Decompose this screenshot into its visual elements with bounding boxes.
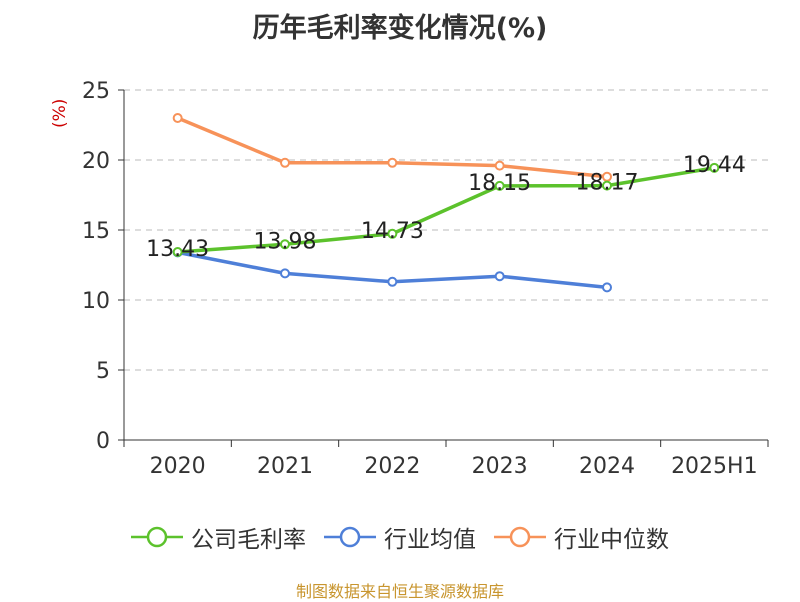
data-point [602, 282, 612, 293]
x-tick-label: 2021 [257, 454, 313, 479]
data-point [172, 246, 183, 257]
legend-item[interactable]: 行业中位数 [494, 520, 669, 554]
legend: 公司毛利率 行业均值 行业中位数 [0, 520, 800, 554]
data-point [387, 276, 398, 287]
data-label: 18.17 [576, 171, 639, 196]
x-tick-label: 2022 [364, 454, 420, 479]
y-tick-label: 0 [96, 429, 110, 454]
y-tick-label: 15 [82, 219, 110, 244]
y-tick-label: 5 [96, 359, 110, 384]
legend-marker-icon [494, 526, 546, 548]
y-tick-label: 25 [82, 79, 110, 104]
x-tick-label: 2020 [150, 454, 206, 479]
y-tick-label: 10 [82, 289, 110, 314]
legend-item[interactable]: 行业均值 [324, 520, 476, 554]
data-point [280, 268, 290, 279]
data-point [494, 271, 505, 282]
data-label: 19.44 [683, 153, 746, 178]
x-tick-label: 2024 [579, 454, 635, 479]
series-lines [176, 116, 715, 290]
chart-title: 历年毛利率变化情况(%) [252, 13, 548, 44]
data-point [602, 180, 612, 191]
tick-labels: 0 5 10 15 20 25 2020 2021 2022 2023 2024 2025H1 [82, 79, 758, 479]
data-point [494, 160, 505, 171]
y-tick-label: 20 [82, 149, 110, 174]
series-points [172, 113, 720, 293]
x-tick-label: 2025H1 [671, 454, 758, 479]
data-point [172, 113, 183, 123]
legend-item[interactable]: 公司毛利率 [131, 520, 306, 554]
data-point [494, 180, 505, 191]
legend-label: 行业均值 [384, 527, 476, 553]
legend-label: 公司毛利率 [191, 527, 306, 553]
series-line-0 [177, 166, 715, 254]
y-axis-unit-label: (%) [50, 98, 70, 128]
data-point [280, 157, 290, 168]
legend-circle [146, 526, 168, 548]
data-label: 18.15 [468, 171, 531, 196]
legend-marker-icon [131, 526, 183, 548]
data-point [709, 162, 720, 173]
x-tick-label: 2023 [472, 454, 528, 479]
data-labels: 13.43 13.98 14.73 18.15 18.17 19.44 [146, 153, 746, 262]
legend-circle [509, 526, 531, 548]
data-point [387, 228, 398, 239]
legend-label: 行业中位数 [554, 527, 669, 553]
data-point [280, 239, 290, 250]
data-point [387, 157, 398, 168]
data-label: 13.43 [146, 237, 209, 262]
legend-circle [339, 526, 361, 548]
grid-lines [124, 89, 768, 371]
axes [118, 89, 769, 447]
data-label: 14.73 [361, 219, 424, 244]
data-source-note: 制图数据来自恒生聚源数据库 [295, 582, 504, 601]
data-label: 13.98 [254, 229, 317, 254]
series-line-2 [176, 116, 608, 179]
legend-marker-icon [324, 526, 376, 548]
